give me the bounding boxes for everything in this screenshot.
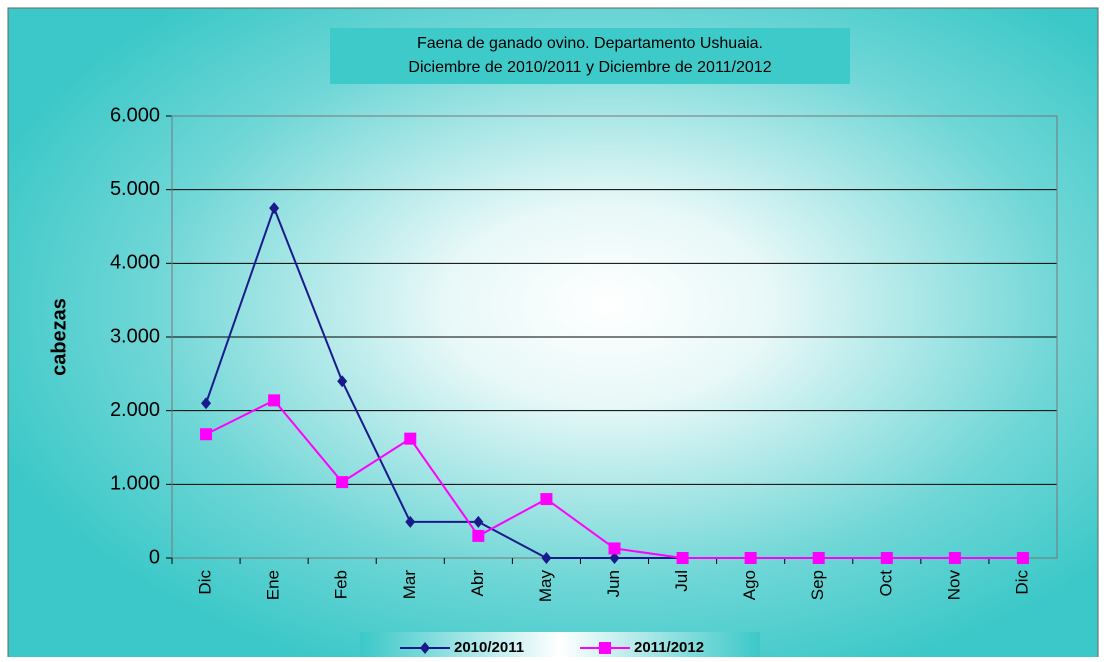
- y-tick-label: 2.000: [110, 399, 160, 421]
- x-tick-label: Jul: [672, 570, 691, 592]
- y-tick-label: 4.000: [110, 252, 160, 274]
- data-point: [201, 397, 212, 410]
- data-point: [473, 515, 484, 528]
- x-tick-label: May: [536, 570, 555, 603]
- data-point: [540, 493, 553, 506]
- x-tick-label: Jun: [604, 570, 623, 597]
- data-point: [880, 552, 893, 564]
- data-point: [609, 552, 620, 564]
- data-point: [812, 552, 825, 564]
- y-tick-label: 1.000: [110, 473, 160, 495]
- y-tick-label: 3.000: [110, 325, 160, 347]
- legend-marker: [420, 642, 430, 654]
- chart-title: Diciembre de 2010/2011 y Diciembre de 20…: [408, 59, 771, 76]
- data-point: [948, 552, 961, 564]
- legend-label: 2011/2012: [634, 639, 704, 656]
- title-box: [330, 28, 850, 84]
- chart-title: Faena de ganado ovino. Departamento Ushu…: [417, 35, 763, 52]
- x-tick-label: Nov: [944, 570, 963, 601]
- legend-label: 2010/2011: [454, 639, 524, 656]
- data-point: [269, 202, 280, 215]
- chart-background: [7, 7, 1099, 662]
- x-tick-label: Ene: [264, 570, 283, 600]
- x-tick-label: Dic: [1012, 570, 1031, 595]
- data-point: [336, 476, 349, 489]
- data-point: [200, 428, 213, 441]
- x-tick-label: Abr: [468, 570, 487, 597]
- data-point: [744, 552, 757, 564]
- data-point: [268, 394, 281, 407]
- data-point: [676, 552, 689, 564]
- x-tick-label: Dic: [196, 570, 215, 595]
- data-point: [541, 552, 552, 564]
- y-tick-label: 5.000: [110, 178, 160, 200]
- y-tick-label: 6.000: [110, 104, 160, 126]
- x-tick-label: Sep: [808, 570, 827, 600]
- y-tick-label: 0: [149, 546, 160, 568]
- y-axis-label: cabezas: [48, 298, 70, 376]
- data-point: [405, 515, 416, 528]
- data-point: [404, 432, 417, 445]
- x-tick-label: Ago: [740, 570, 759, 600]
- x-tick-label: Oct: [876, 570, 895, 597]
- x-tick-label: Feb: [332, 570, 351, 599]
- data-point: [472, 529, 485, 542]
- data-point: [1016, 552, 1029, 564]
- data-point: [608, 542, 621, 555]
- legend-marker: [599, 642, 611, 654]
- x-tick-label: Mar: [400, 570, 419, 600]
- data-point: [337, 375, 348, 388]
